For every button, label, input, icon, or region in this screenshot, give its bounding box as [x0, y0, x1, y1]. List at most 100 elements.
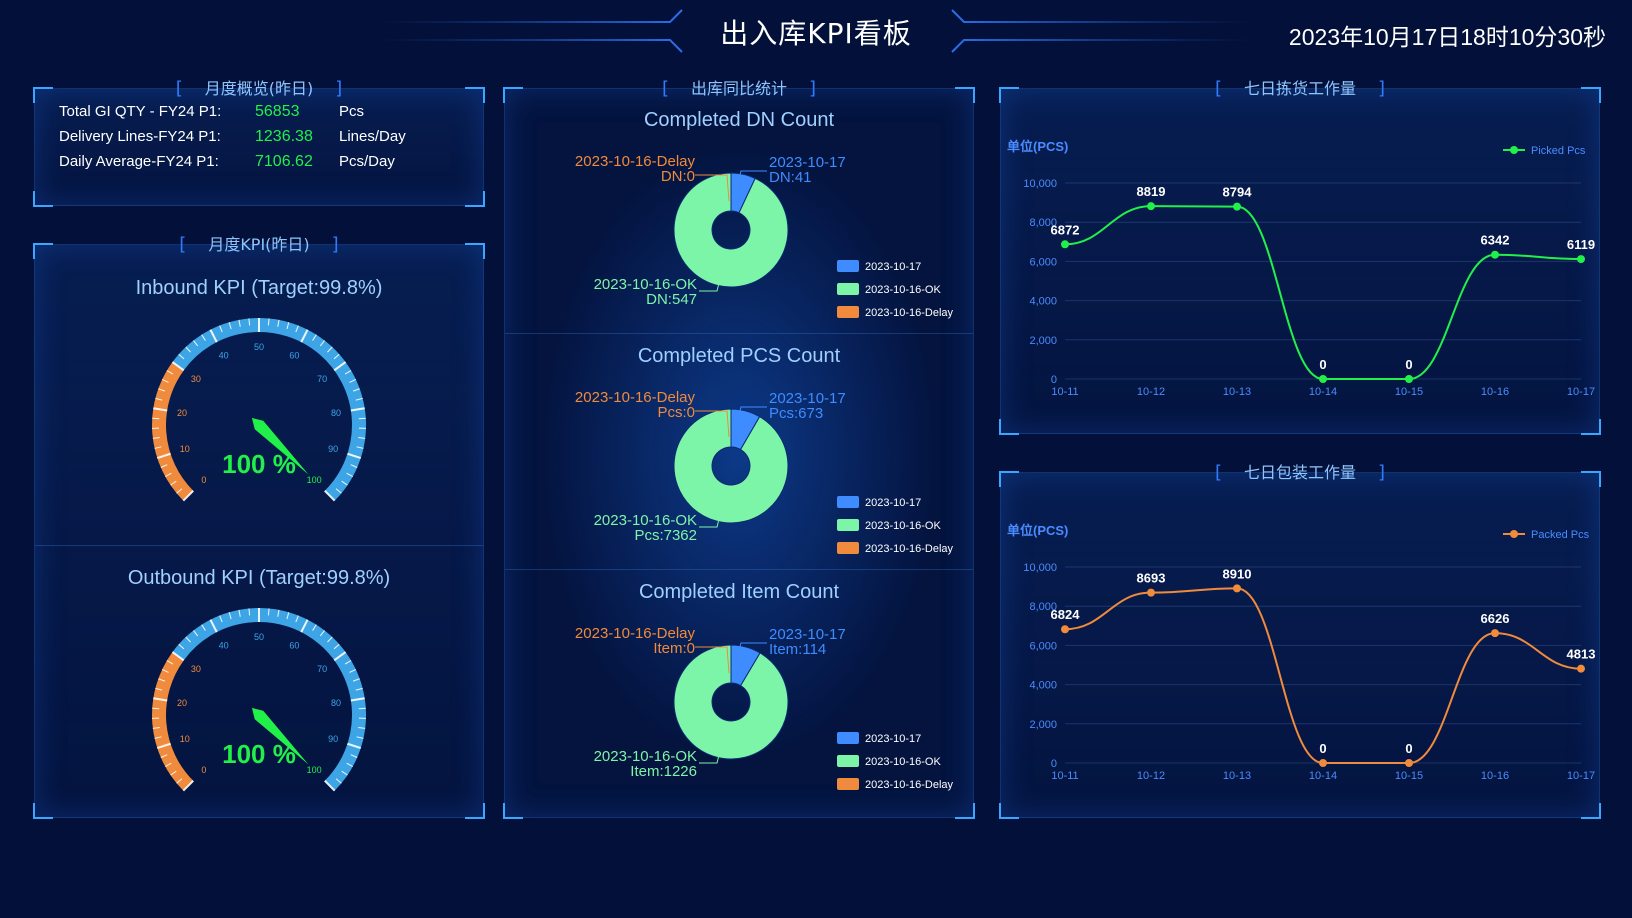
y-axis-unit-label: 单位(PCS)	[1007, 523, 1068, 538]
gauge-tick	[347, 452, 362, 460]
data-label: 6872	[1051, 222, 1080, 237]
gauge-tick	[312, 624, 317, 631]
label-delay: 2023-10-16-Delay	[575, 153, 696, 170]
outbound-gauge-title: Outbound KPI (Target:99.8%)	[127, 567, 391, 589]
x-tick-label: 10-12	[1137, 386, 1165, 398]
y-tick-label: 0	[1051, 374, 1057, 386]
gauge-tick	[160, 464, 168, 468]
kpi-panel-title: [月度KPI(昨日)]	[179, 234, 339, 255]
legend-swatch	[837, 260, 859, 272]
gauge-tick-label: 50	[254, 632, 264, 642]
gauge-tick	[182, 780, 194, 792]
x-tick-label: 10-17	[1567, 770, 1595, 782]
x-tick-label: 10-14	[1309, 770, 1337, 782]
y-tick-label: 2,000	[1029, 335, 1057, 347]
gauge-tick	[356, 446, 364, 449]
gauge-tick-label: 60	[289, 351, 299, 361]
gauge-tick	[319, 630, 325, 637]
page-header: 出入库KPI看板 2023年10月17日18时10分30秒	[0, 0, 1632, 70]
gauge-tick	[352, 388, 360, 392]
gauge-tick	[153, 697, 168, 702]
legend-swatch	[837, 283, 859, 295]
data-label: 8910	[1223, 566, 1252, 581]
data-label: 8819	[1137, 184, 1166, 199]
gauge-tick	[176, 778, 183, 784]
gauge-tick	[171, 651, 185, 662]
x-tick-label: 10-15	[1395, 770, 1423, 782]
gauge-tick-label: 80	[331, 408, 341, 418]
gauge-tick	[248, 608, 251, 616]
gauge-tick	[170, 770, 177, 776]
label-delay: 2023-10-16-Delay	[575, 625, 696, 642]
gauge-tick	[347, 742, 362, 750]
gauge-tick	[155, 687, 163, 691]
gauge-tick-label: 0	[201, 765, 206, 775]
y-tick-label: 6,000	[1029, 640, 1057, 652]
gauge-tick	[219, 615, 223, 623]
gauge-tick-label: 80	[331, 698, 341, 708]
gauge-tick	[219, 325, 223, 333]
gauge-tick	[171, 361, 185, 372]
y-tick-label: 10,000	[1023, 178, 1057, 190]
gauge-tick	[333, 651, 347, 662]
gauge-tick	[185, 636, 191, 643]
gauge-tick-label: 20	[177, 698, 187, 708]
data-point	[1577, 664, 1585, 673]
y-tick-label: 2,000	[1029, 719, 1057, 731]
gauge-tick	[166, 370, 174, 375]
gauge-tick	[209, 619, 218, 633]
y-tick-label: 4,000	[1029, 296, 1057, 308]
data-label: 6342	[1481, 233, 1510, 248]
gauge-tick	[156, 452, 171, 460]
label-today: 2023-10-17	[769, 626, 846, 643]
gauge-tick	[238, 609, 241, 617]
gauge-tick-label: 100	[307, 765, 322, 775]
gauge-tick	[164, 762, 172, 767]
x-tick-label: 10-13	[1223, 386, 1251, 398]
data-label: 8794	[1223, 185, 1253, 200]
legend-swatch	[837, 755, 859, 767]
label-today: 2023-10-17	[769, 154, 846, 171]
legend-swatch	[837, 732, 859, 744]
gauge-tick-label: 60	[289, 641, 299, 651]
value-delay: Item:0	[653, 640, 695, 657]
legend-label: 2023-10-16-OK	[865, 284, 941, 296]
gauge-tick-label: 90	[328, 444, 338, 454]
legend-label: 2023-10-16-Delay	[865, 307, 954, 319]
gauge-value-label: 100 %	[222, 449, 296, 479]
label-ok: 2023-10-16-OK	[594, 748, 697, 765]
gauge-tick	[352, 678, 360, 682]
data-point	[1405, 759, 1413, 767]
value-ok: Pcs:7362	[634, 527, 697, 544]
gauge-tick	[350, 407, 365, 412]
legend-label: 2023-10-16-OK	[865, 756, 941, 768]
pcs-count-title: Completed PCS Count	[637, 345, 841, 367]
compare-divider-1	[505, 333, 973, 334]
leader-line-ok	[699, 282, 720, 292]
gauge-tick	[346, 762, 354, 767]
gauge-arc-low	[152, 362, 194, 501]
packing-panel-title: [七日包装工作量]	[1214, 462, 1386, 483]
leader-line-today	[732, 170, 767, 202]
gauge-tick	[185, 346, 191, 353]
gauge-tick	[350, 697, 365, 702]
gauge-arc-high	[172, 608, 366, 791]
overview-row-total: Total GI QTY - FY24 P1: 56853 Pcs	[59, 103, 365, 120]
legend-swatch	[837, 542, 859, 554]
gauge-tick	[277, 319, 280, 327]
data-label: 8693	[1137, 571, 1166, 586]
x-tick-label: 10-11	[1051, 386, 1078, 398]
label-delay: 2023-10-16-Delay	[575, 389, 696, 406]
packing-panel: [七日包装工作量] 单位(PCS) Packed Pcs 0 2,000 4,000 6,…	[999, 462, 1601, 819]
legend-marker	[1510, 146, 1518, 154]
x-tick-label: 10-16	[1481, 386, 1509, 398]
gauge-tick	[319, 340, 325, 347]
dn-count-donut-chart: 2023-10-16-DelayDN:02023-10-17DN:412023-…	[575, 153, 954, 319]
gauge-tick	[161, 378, 169, 383]
gauge-tick	[300, 329, 309, 343]
data-label: 6119	[1567, 237, 1595, 252]
gauge-tick	[349, 668, 357, 673]
gauge-tick	[176, 488, 183, 494]
legend-label: 2023-10-17	[865, 261, 921, 273]
gauge-tick	[358, 437, 366, 439]
